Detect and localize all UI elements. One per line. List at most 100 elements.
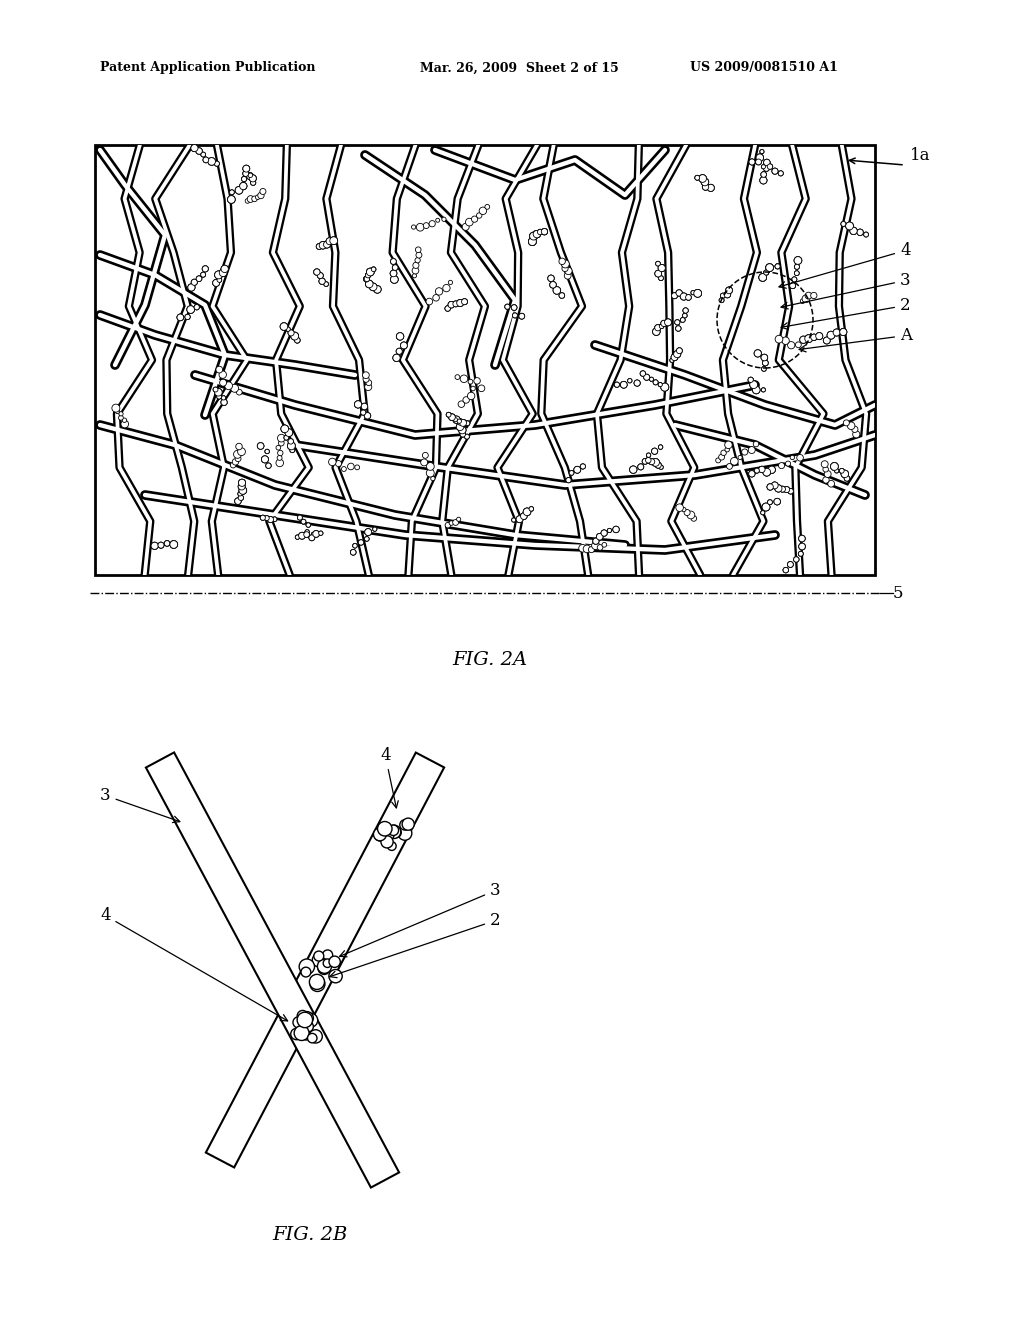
Circle shape [313,269,319,275]
Circle shape [762,388,765,392]
Circle shape [761,354,768,360]
Circle shape [691,290,695,294]
Circle shape [764,160,770,166]
Circle shape [683,313,687,318]
Circle shape [460,420,467,426]
Circle shape [336,461,342,466]
Circle shape [816,333,822,339]
Circle shape [787,488,794,494]
Circle shape [691,290,695,294]
Circle shape [158,543,164,548]
Circle shape [201,272,206,277]
Circle shape [827,331,835,339]
Circle shape [761,172,766,177]
Circle shape [648,458,654,465]
Circle shape [573,466,581,473]
Circle shape [559,293,564,298]
Circle shape [455,375,460,379]
Circle shape [719,298,724,302]
Circle shape [550,281,556,288]
Circle shape [863,232,868,236]
Circle shape [249,174,256,182]
Circle shape [366,280,373,288]
Circle shape [805,335,813,343]
Circle shape [453,416,460,424]
Circle shape [312,531,319,537]
Circle shape [238,492,242,496]
Circle shape [264,516,269,520]
Circle shape [191,280,198,285]
Circle shape [840,329,847,335]
Circle shape [676,504,683,511]
Circle shape [528,238,537,246]
Circle shape [760,149,764,153]
Circle shape [396,348,402,354]
Circle shape [822,477,829,483]
Circle shape [749,446,756,454]
Circle shape [676,290,682,296]
Circle shape [215,388,222,396]
Circle shape [827,331,835,339]
Circle shape [683,313,687,318]
Circle shape [367,268,374,276]
Circle shape [400,342,408,348]
Circle shape [197,276,202,281]
Circle shape [158,543,164,548]
Circle shape [680,293,687,300]
Circle shape [170,541,177,548]
Circle shape [288,438,294,444]
Circle shape [208,157,215,165]
Circle shape [239,483,245,490]
Circle shape [775,335,783,343]
Circle shape [413,263,419,268]
Circle shape [520,513,527,520]
Circle shape [589,546,594,553]
Circle shape [196,148,203,154]
Circle shape [391,828,401,838]
Circle shape [701,178,709,186]
Circle shape [835,469,839,473]
Circle shape [388,825,398,836]
Circle shape [387,825,400,838]
Circle shape [559,259,565,264]
Circle shape [457,300,464,306]
Circle shape [654,325,660,331]
Circle shape [264,516,269,520]
Circle shape [680,293,687,300]
Circle shape [305,529,309,533]
Circle shape [185,314,190,319]
Circle shape [779,486,785,492]
Circle shape [628,379,632,383]
Circle shape [302,1031,311,1040]
Circle shape [659,325,664,329]
Circle shape [768,466,775,474]
Circle shape [805,335,813,343]
Circle shape [775,264,780,269]
Circle shape [658,445,663,449]
Circle shape [399,820,411,830]
Circle shape [360,411,366,414]
Circle shape [297,515,302,520]
Circle shape [319,279,326,284]
Circle shape [311,532,315,536]
Circle shape [749,378,754,383]
Circle shape [317,273,324,279]
Circle shape [240,182,247,190]
Circle shape [787,561,794,568]
Circle shape [290,447,295,453]
Circle shape [195,305,200,310]
Circle shape [569,470,573,475]
Circle shape [655,261,660,265]
Circle shape [768,500,772,504]
Circle shape [779,486,785,492]
Circle shape [462,298,468,305]
Circle shape [581,463,586,469]
Circle shape [573,466,581,473]
Circle shape [317,960,332,973]
Circle shape [655,271,662,277]
Circle shape [754,350,762,356]
Circle shape [236,186,243,194]
Circle shape [763,360,768,366]
Circle shape [579,544,587,552]
Circle shape [299,532,305,539]
